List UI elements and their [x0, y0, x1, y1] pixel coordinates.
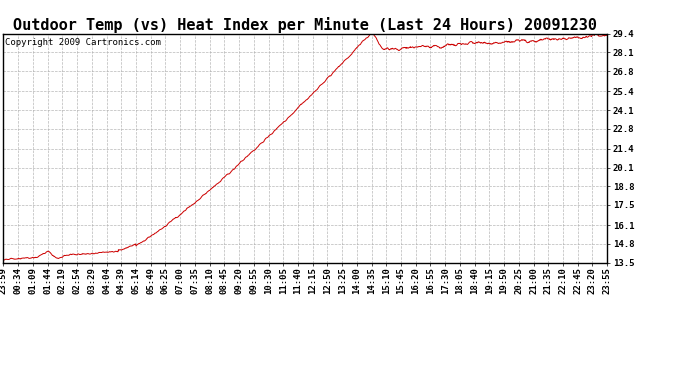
- Text: Copyright 2009 Cartronics.com: Copyright 2009 Cartronics.com: [5, 38, 161, 47]
- Title: Outdoor Temp (vs) Heat Index per Minute (Last 24 Hours) 20091230: Outdoor Temp (vs) Heat Index per Minute …: [13, 16, 598, 33]
